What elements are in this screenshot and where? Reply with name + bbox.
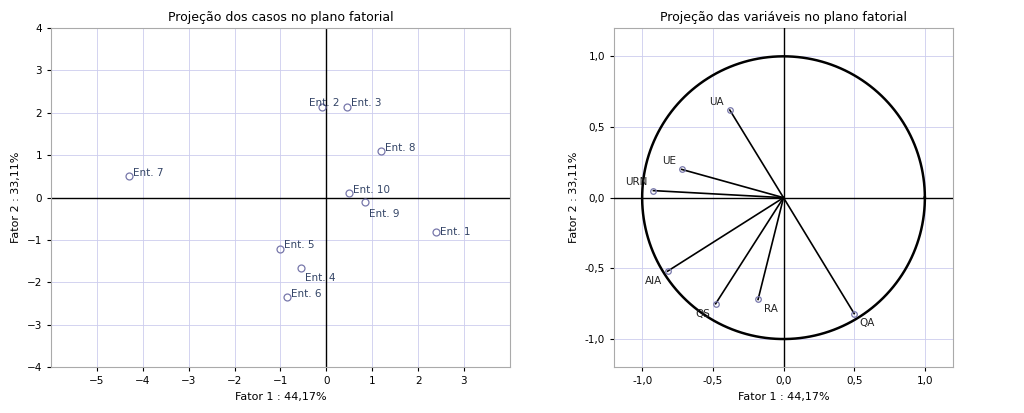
Text: URN: URN — [626, 177, 648, 187]
Text: Ent. 7: Ent. 7 — [133, 168, 163, 178]
Text: Ent. 8: Ent. 8 — [385, 142, 416, 153]
Title: Projeção dos casos no plano fatorial: Projeção dos casos no plano fatorial — [168, 11, 393, 24]
Text: AIA: AIA — [645, 276, 662, 286]
Text: Ent. 2: Ent. 2 — [309, 98, 339, 108]
Text: Ent. 9: Ent. 9 — [369, 209, 399, 219]
Text: UA: UA — [710, 97, 724, 107]
Text: Ent. 6: Ent. 6 — [291, 289, 322, 299]
X-axis label: Fator 1 : 44,17%: Fator 1 : 44,17% — [737, 392, 829, 402]
Text: Ent. 3: Ent. 3 — [350, 98, 381, 108]
X-axis label: Fator 1 : 44,17%: Fator 1 : 44,17% — [234, 392, 327, 402]
Text: QS: QS — [695, 309, 710, 318]
Title: Projeção das variáveis no plano fatorial: Projeção das variáveis no plano fatorial — [660, 11, 907, 24]
Text: Ent. 5: Ent. 5 — [284, 240, 314, 250]
Text: Ent. 4: Ent. 4 — [305, 273, 335, 283]
Text: QA: QA — [860, 318, 876, 328]
Text: RA: RA — [764, 304, 777, 314]
Y-axis label: Fator 2 : 33,11%: Fator 2 : 33,11% — [11, 152, 22, 243]
Text: UE: UE — [663, 156, 676, 166]
Text: Ent. 1: Ent. 1 — [440, 227, 471, 237]
Text: Ent. 10: Ent. 10 — [353, 185, 390, 195]
Y-axis label: Fator 2 : 33,11%: Fator 2 : 33,11% — [569, 152, 579, 243]
